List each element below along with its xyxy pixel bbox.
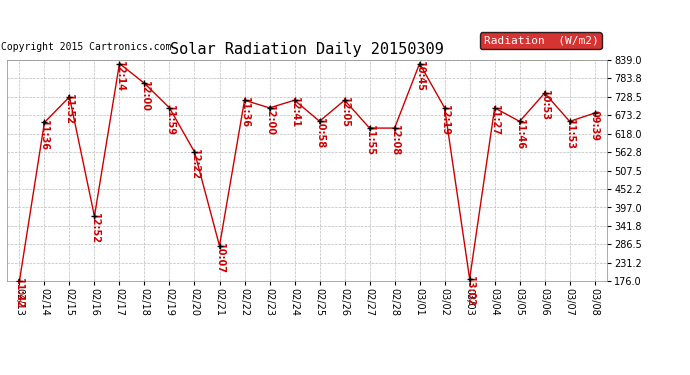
Text: 12:00: 12:00 xyxy=(139,81,150,112)
Text: 11:27: 11:27 xyxy=(490,105,500,136)
Text: 10:53: 10:53 xyxy=(540,90,550,121)
Text: 12:41: 12:41 xyxy=(290,98,299,128)
Text: 12:14: 12:14 xyxy=(115,61,124,92)
Text: 11:52: 11:52 xyxy=(64,94,75,125)
Text: 12:05: 12:05 xyxy=(339,98,350,128)
Text: 13:02: 13:02 xyxy=(464,276,475,307)
Text: 11:36: 11:36 xyxy=(239,98,250,128)
Text: 10:45: 10:45 xyxy=(415,61,424,92)
Text: 10:07: 10:07 xyxy=(215,243,224,274)
Text: Copyright 2015 Cartronics.com: Copyright 2015 Cartronics.com xyxy=(1,42,171,52)
Text: 12:19: 12:19 xyxy=(440,105,450,136)
Text: 11:42: 11:42 xyxy=(14,279,24,309)
Text: 12:00: 12:00 xyxy=(264,105,275,136)
Legend: Radiation  (W/m2): Radiation (W/m2) xyxy=(480,32,602,49)
Text: 09:39: 09:39 xyxy=(590,110,600,141)
Text: 11:46: 11:46 xyxy=(515,118,524,150)
Text: 12:08: 12:08 xyxy=(390,125,400,156)
Text: 12:22: 12:22 xyxy=(190,149,199,180)
Text: 12:52: 12:52 xyxy=(90,213,99,244)
Text: 10:58: 10:58 xyxy=(315,118,324,150)
Text: 11:55: 11:55 xyxy=(364,125,375,156)
Text: 11:59: 11:59 xyxy=(164,105,175,136)
Text: 11:36: 11:36 xyxy=(39,120,50,151)
Title: Solar Radiation Daily 20150309: Solar Radiation Daily 20150309 xyxy=(170,42,444,57)
Text: 11:53: 11:53 xyxy=(564,118,575,150)
